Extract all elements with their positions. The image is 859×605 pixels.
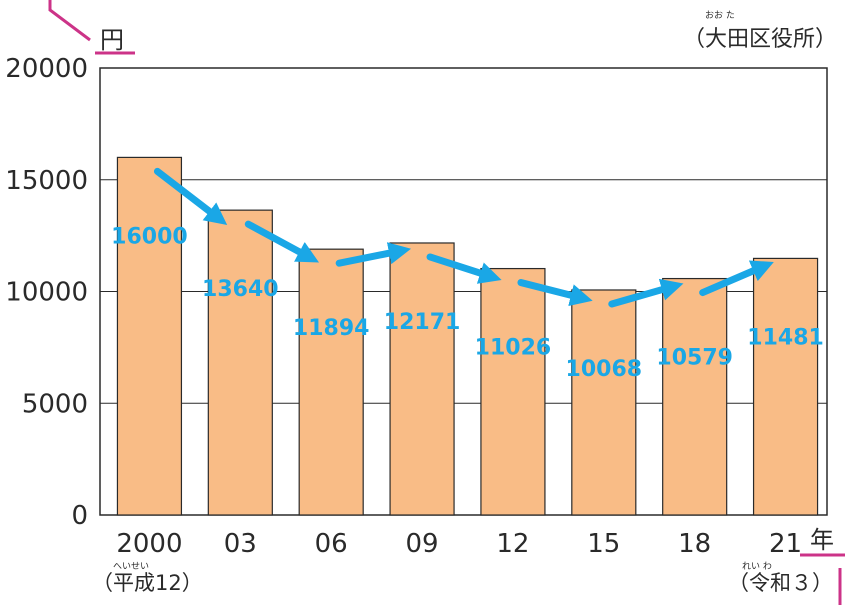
trend-arrow: [608, 278, 684, 308]
x-tick-label: 15: [587, 529, 620, 559]
y-tick-label: 5000: [22, 389, 88, 419]
data-label: 12171: [384, 310, 461, 335]
x-tick-label: 2000: [116, 529, 182, 559]
data-label: 13640: [202, 277, 279, 302]
bar: [298, 248, 364, 516]
x-tick-label: 09: [406, 529, 439, 559]
y-tick-label: 0: [71, 501, 88, 531]
trend-arrows: [153, 167, 774, 308]
data-labels: 16000 13640 11894 12171 11026 10068 10579 11481: [111, 224, 824, 382]
x-tick-label: 21: [769, 529, 802, 559]
y-axis-label: 円: [100, 26, 124, 54]
x-tick-label: 06: [315, 529, 348, 559]
trend-arrow: [244, 220, 320, 263]
first-x-note: （平成12）: [92, 571, 203, 595]
y-tick-label: 20000: [5, 54, 88, 84]
data-label: 11026: [475, 336, 552, 361]
bar: [752, 257, 819, 516]
data-label: 11894: [293, 316, 370, 341]
trend-arrow: [153, 167, 228, 225]
x-tick-labels: 2000 03 06 09 12 15 18 21: [116, 529, 802, 559]
first-x-note-ruby: へいせい: [113, 561, 149, 572]
x-tick-label: 18: [678, 529, 711, 559]
data-label: 16000: [111, 224, 188, 249]
last-x-note-ruby: れい わ: [742, 561, 772, 572]
trend-arrow: [699, 260, 774, 297]
y-tick-label: 10000: [5, 278, 88, 308]
ylabel-pointer: [48, 0, 91, 42]
trend-arrow: [426, 253, 502, 284]
trend-arrow: [517, 279, 593, 307]
bar: [480, 267, 546, 516]
bar: [207, 209, 273, 516]
trend-arrow: [335, 242, 412, 267]
data-label: 10068: [566, 357, 643, 382]
source-ruby: おお た: [705, 10, 735, 21]
source-note: （大田区役所）: [683, 27, 837, 52]
x-tick-label: 12: [496, 529, 529, 559]
x-tick-label: 03: [224, 529, 257, 559]
bar: [389, 242, 455, 516]
y-tick-labels: 0 5000 10000 15000 20000: [5, 54, 88, 531]
bar: [571, 289, 637, 516]
x-axis-label: 年: [810, 526, 834, 554]
last-x-note: （令和３）: [728, 571, 833, 595]
bars: [116, 156, 819, 516]
data-label: 10579: [656, 346, 733, 371]
bar: [116, 156, 183, 516]
bar: [662, 277, 728, 516]
y-tick-label: 15000: [5, 166, 88, 196]
data-label: 11481: [747, 325, 824, 350]
